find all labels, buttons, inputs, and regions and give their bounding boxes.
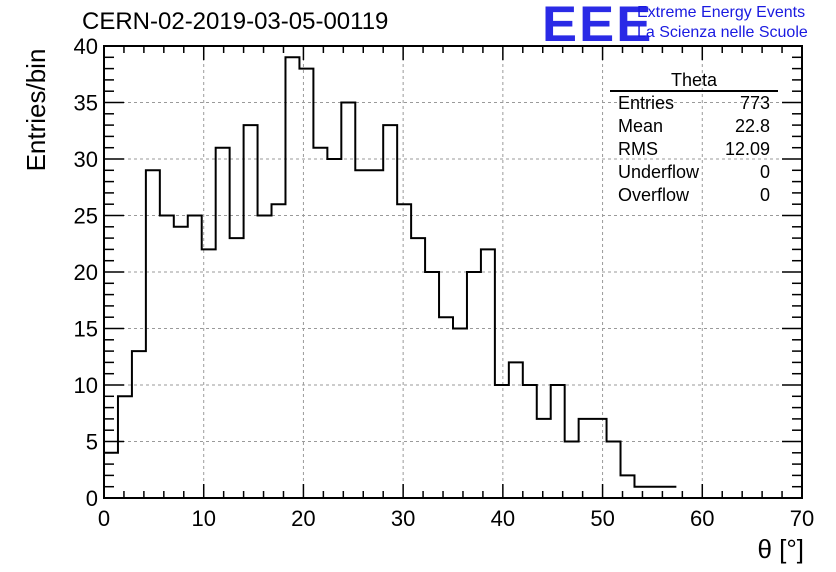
stats-row-entries: Entries 773 — [610, 92, 778, 115]
stats-title: Theta — [610, 70, 778, 92]
x-tick-label: 30 — [391, 506, 415, 531]
stats-row-rms: RMS 12.09 — [610, 138, 778, 161]
axis-ticks — [103, 45, 803, 499]
x-tick-label: 40 — [491, 506, 515, 531]
stats-row-overflow: Overflow 0 — [610, 184, 778, 207]
stats-value: 0 — [759, 162, 770, 182]
stats-label: Mean — [618, 116, 664, 136]
y-tick-label: 40 — [74, 34, 98, 59]
y-tick-label: 30 — [74, 147, 98, 172]
stats-label: RMS — [618, 139, 658, 159]
x-tick-label: 70 — [790, 506, 814, 531]
stats-row-mean: Mean 22.8 — [610, 115, 778, 138]
logo-line-1: Extreme Energy Events — [637, 4, 806, 21]
logo-line-2: La Scienza nelle Scuole — [637, 24, 808, 41]
y-tick-label: 20 — [74, 260, 98, 285]
stats-value: 773 — [739, 93, 770, 113]
histogram-outline — [103, 56, 677, 498]
x-tick-label: 0 — [98, 506, 110, 531]
stats-value: 12.09 — [724, 139, 770, 159]
stats-row-underflow: Underflow 0 — [610, 161, 778, 184]
x-tick-label: 50 — [590, 506, 614, 531]
x-tick-label: 10 — [191, 506, 215, 531]
stats-label: Underflow — [618, 162, 700, 182]
tick-labels: 0 10 20 30 40 50 60 70 0 5 10 15 20 25 30 35 40 — [74, 34, 815, 531]
y-tick-label: 25 — [74, 204, 98, 229]
x-tick-label: 20 — [291, 506, 315, 531]
eee-logo-text: Extreme Energy Events La Scienza nelle S… — [637, 3, 808, 43]
y-axis-label: Entries/bin — [21, 48, 51, 172]
stats-value: 22.8 — [734, 116, 770, 136]
y-tick-label: 5 — [86, 430, 98, 455]
x-axis-label: θ [°] — [757, 534, 804, 564]
stats-label: Entries — [618, 93, 675, 113]
run-title: CERN-02-2019-03-05-00119 — [82, 8, 389, 35]
eee-logo-mark: EEE — [542, 0, 654, 52]
stats-box: Theta Entries 773 Mean 22.8 RMS 12.09 Un… — [610, 70, 778, 207]
x-tick-label: 60 — [690, 506, 714, 531]
y-tick-label: 15 — [74, 317, 98, 342]
stats-value: 0 — [759, 185, 770, 205]
y-tick-label: 10 — [74, 373, 98, 398]
y-tick-label: 35 — [74, 91, 98, 116]
y-tick-label: 0 — [86, 486, 98, 511]
stats-label: Overflow — [618, 185, 690, 205]
